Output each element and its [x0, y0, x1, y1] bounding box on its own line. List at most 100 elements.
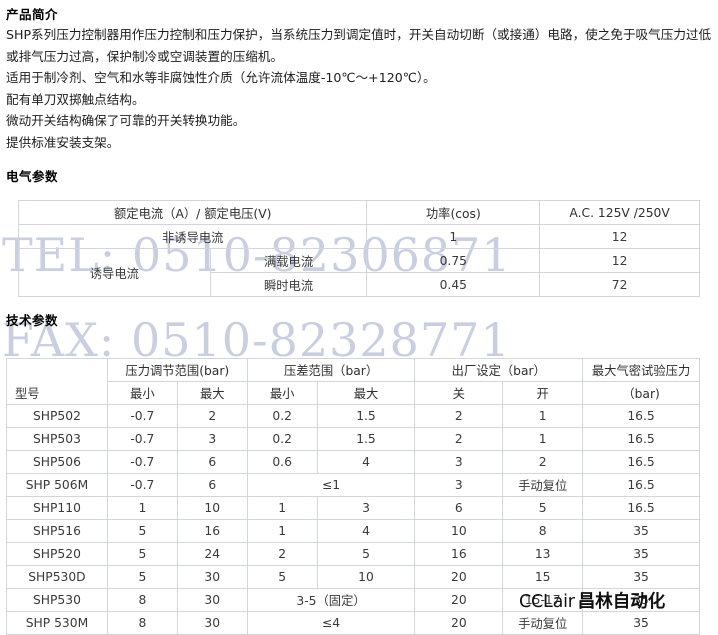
cell-instantaneous-current-label: 瞬时电流	[209, 272, 368, 297]
header-differential-min: 最小	[246, 381, 318, 405]
intro-line: 提供标准安装支架。	[6, 134, 120, 150]
cell-factory-off: 20	[414, 565, 504, 589]
cell-factory-off: 3	[414, 473, 504, 497]
table-row: SHP530D 5 30 5 10 20 15 35	[6, 565, 700, 589]
cell-diff-min: 1	[246, 519, 318, 543]
header-rated-current-voltage: 额定电流（A）/ 额定电压(V)	[17, 200, 368, 225]
table-row: SHP503 -0.7 3 0.2 1.5 2 1 16.5	[6, 427, 700, 451]
electrical-parameters-table: 额定电流（A）/ 额定电压(V) 功率(cos) A.C. 125V /250V…	[17, 200, 700, 297]
cell-max-test: 16.5	[582, 450, 700, 474]
cell-factory-on: 手动复位	[502, 473, 584, 497]
cell-diff-max: 1.5	[316, 404, 416, 428]
technical-parameters-table: 型号 压力调节范围(bar) 压差范围（bar） 出厂设定（bar） 最大气密试…	[6, 358, 700, 635]
cell-factory-off: 6	[414, 496, 504, 520]
logo-latin-text: CCLair	[519, 592, 575, 612]
cell-model: SHP 530M	[6, 611, 108, 635]
cell-factory-on: 8	[502, 519, 584, 543]
cell-factory-on: 1	[502, 404, 584, 428]
cell-range-max: 6	[176, 473, 248, 497]
cell-model: SHP503	[6, 427, 108, 451]
intro-line: 配有单刀双掷触点结构。	[6, 91, 145, 107]
cell-ac: 12	[539, 224, 700, 249]
cell-max-test: 16.5	[582, 427, 700, 451]
cell-range-max: 16	[176, 519, 248, 543]
section-title-electrical-parameters: 电气参数	[6, 169, 59, 184]
intro-line: SHP系列压力控制器用作压力控制和压力保护，当系统压力到调定值时，开关自动切断（…	[6, 27, 712, 64]
cell-range-max: 6	[176, 450, 248, 474]
cell-full-load-current-label: 满载电流	[209, 248, 368, 273]
cell-factory-off: 16	[414, 542, 504, 566]
header-range-max: 最大	[176, 381, 248, 405]
cell-diff-span: ≤4	[246, 611, 416, 635]
cell-factory-on: 2	[502, 450, 584, 474]
cell-diff-min: 1	[246, 496, 318, 520]
logo-chinese-text: 昌林自动化	[577, 592, 666, 612]
cell-range-min: -0.7	[106, 473, 178, 497]
cell-factory-on: 13	[502, 542, 584, 566]
table-row: SHP110 1 10 1 3 6 5 16.5	[6, 496, 700, 520]
cell-range-max: 30	[176, 565, 248, 589]
table-group-header-row: 型号 压力调节范围(bar) 压差范围（bar） 出厂设定（bar） 最大气密试…	[6, 358, 700, 405]
header-factory-off: 关	[414, 381, 504, 405]
intro-line: 适用于制冷剂、空气和水等非腐蚀性介质（允许流体温度-10℃～+120℃）。	[6, 70, 436, 85]
cell-model: SHP516	[6, 519, 108, 543]
cell-max-test: 16.5	[582, 473, 700, 497]
section-title-technical-parameters: 技术参数	[6, 313, 59, 328]
cell-range-min: 8	[106, 611, 178, 635]
cell-power: 1	[366, 224, 541, 249]
cell-max-test: 16.5	[582, 496, 700, 520]
cell-diff-min: 5	[246, 565, 318, 589]
cell-range-min: 8	[106, 588, 178, 612]
table-row: SHP516 5 16 1 4 10 8 35	[6, 519, 700, 543]
cell-factory-off: 3	[414, 450, 504, 474]
cell-diff-max: 4	[316, 519, 416, 543]
header-ac-voltage: A.C. 125V /250V	[539, 200, 700, 225]
cell-max-test: 35	[582, 565, 700, 589]
product-intro-paragraphs: SHP系列压力控制器用作压力控制和压力保护，当系统压力到调定值时，开关自动切断（…	[6, 24, 714, 153]
cell-range-min: 5	[106, 542, 178, 566]
cell-model: SHP 506M	[6, 473, 108, 497]
cell-model: SHP502	[6, 404, 108, 428]
cell-factory-off: 20	[414, 611, 504, 635]
cell-range-max: 24	[176, 542, 248, 566]
header-max-test-unit: （bar)	[582, 381, 700, 405]
cell-diff-span: 3-5（固定）	[246, 588, 416, 612]
cell-range-min: 5	[106, 519, 178, 543]
table-header-row: 额定电流（A）/ 额定电压(V) 功率(cos) A.C. 125V /250V	[17, 200, 700, 225]
table-row: SHP 530M 8 30 ≤4 20 手动复位 35	[6, 611, 700, 635]
cell-factory-off: 2	[414, 427, 504, 451]
cell-diff-max: 4	[316, 450, 416, 474]
cell-range-min: -0.7	[106, 450, 178, 474]
cell-max-test: 16.5	[582, 404, 700, 428]
cell-range-min: -0.7	[106, 404, 178, 428]
cell-max-test: 35	[582, 611, 700, 635]
cell-range-max: 3	[176, 427, 248, 451]
cell-range-max: 2	[176, 404, 248, 428]
header-group-factory-setting: 出厂设定（bar）	[414, 358, 584, 382]
cell-model: SHP506	[6, 450, 108, 474]
table-row: 非诱导电流 1 12	[17, 224, 700, 249]
table-row: 诱导电流 满载电流 0.75 12	[18, 248, 700, 297]
cell-diff-min: 0.2	[246, 404, 318, 428]
section-title-product-intro: 产品简介	[6, 7, 59, 22]
cell-model: SHP110	[6, 496, 108, 520]
table-row: SHP530 8 30 3-5（固定） 20 15-17 35	[6, 588, 700, 612]
table-row: SHP506 -0.7 6 0.6 4 3 2 16.5	[6, 450, 700, 474]
cell-power: 0.45	[366, 272, 541, 297]
cell-diff-max: 1.5	[316, 427, 416, 451]
intro-line: 微动开关结构确保了可靠的开关转换功能。	[6, 113, 246, 128]
header-differential-max: 最大	[316, 381, 416, 405]
cell-factory-on: 手动复位	[502, 611, 584, 635]
cell-model: SHP530D	[6, 565, 108, 589]
cell-diff-span: ≤1	[246, 473, 416, 497]
company-logo: CCLair 昌林自动化	[519, 588, 665, 613]
cell-ac: 72	[539, 272, 700, 297]
cell-max-test: 35	[582, 542, 700, 566]
table-row: SHP502 -0.7 2 0.2 1.5 2 1 16.5	[6, 404, 700, 428]
table-row: SHP 506M -0.7 6 ≤1 3 手动复位 16.5	[6, 473, 700, 497]
cell-diff-max: 3	[316, 496, 416, 520]
table-row: SHP520 5 24 2 5 16 13 35	[6, 542, 700, 566]
cell-range-max: 10	[176, 496, 248, 520]
table-row: 瞬时电流 0.45 72	[19, 272, 700, 297]
cell-inductive-current-label: 诱导电流	[18, 248, 211, 297]
